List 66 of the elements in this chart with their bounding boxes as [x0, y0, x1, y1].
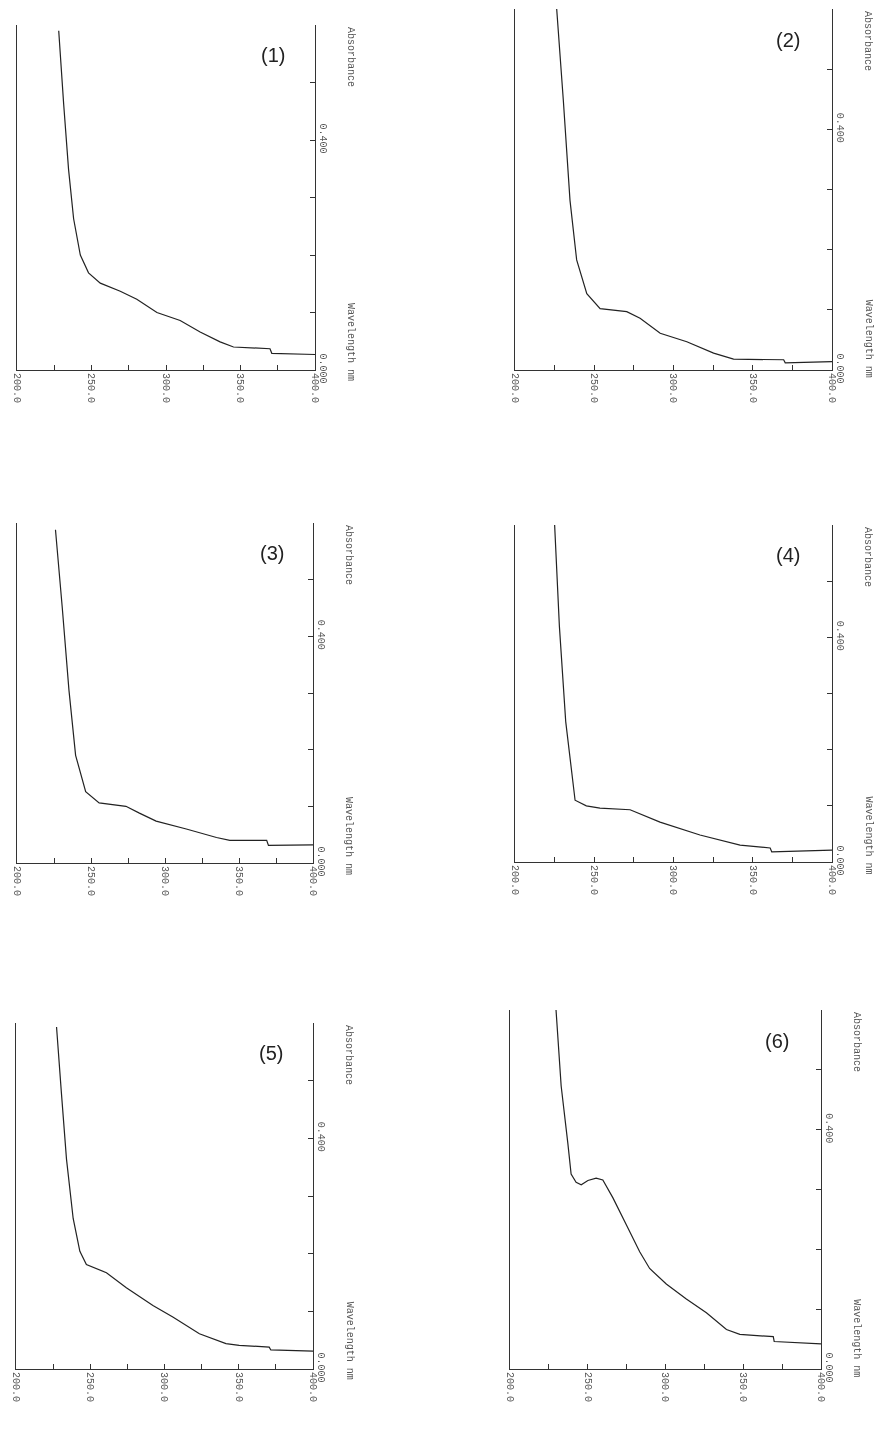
x-tick-label: 350.0 — [746, 373, 758, 404]
y-tick-label: 0.000 — [834, 353, 845, 384]
text: (1) — [261, 44, 286, 66]
x-tick-label: 400.0 — [814, 1372, 826, 1403]
x-tick-label: 200.0 — [508, 865, 520, 896]
line-series — [555, 1010, 821, 1345]
y-tick-label: 0.400 — [315, 619, 326, 650]
x-tick-label: 350.0 — [737, 1372, 748, 1403]
x-tick-label: 200.0 — [10, 866, 22, 897]
x-tick-label: 400.0 — [825, 865, 837, 896]
y-tick-label: 0.000 — [823, 1352, 834, 1383]
y-axis-title: Absorbance — [862, 527, 873, 588]
x-tick-label: 350.0 — [234, 373, 246, 404]
y-tick-label: 0.400 — [823, 1113, 834, 1144]
line-series — [556, 9, 832, 364]
y-axis-title: Absorbance — [343, 1025, 354, 1086]
line-series — [55, 1026, 313, 1352]
y-tick-label: 0.400 — [834, 112, 845, 143]
x-tick-label: 200.0 — [508, 373, 520, 404]
y-tick-label: 0.000 — [315, 1352, 326, 1383]
x-tick-label: 300.0 — [159, 373, 171, 404]
line-series — [58, 30, 315, 356]
text: Wavelength nm — [343, 797, 354, 876]
x-tick-label: 250.0 — [588, 865, 599, 896]
y-tick-label: 0.400 — [317, 123, 328, 154]
x-tick-label: 300.0 — [158, 866, 170, 897]
x-tick-label: 200.0 — [10, 373, 22, 404]
x-tick-label: 250.0 — [581, 1372, 593, 1403]
x-tick-label: 250.0 — [84, 866, 96, 897]
x-tick-label: 300.0 — [158, 1372, 170, 1403]
x-tick-label: 250.0 — [85, 373, 97, 404]
line-series — [54, 529, 313, 847]
x-tick-label: 400.0 — [306, 1372, 318, 1403]
x-tick-label: 300.0 — [667, 865, 679, 896]
text: Wavelength nm — [343, 1301, 355, 1380]
x-tick-label: 250.0 — [588, 373, 599, 404]
text: Wavelength nm — [862, 796, 874, 875]
x-tick-label: 250.0 — [84, 1372, 95, 1403]
x-tick-label: 200.0 — [503, 1372, 515, 1403]
x-tick-label: 350.0 — [746, 865, 758, 896]
x-tick-label: 200.0 — [9, 1372, 21, 1403]
y-tick-label: 0.400 — [834, 620, 845, 651]
text: (6) — [765, 1030, 790, 1052]
x-tick-label: 350.0 — [232, 866, 244, 897]
text: Wavelength nm — [345, 303, 356, 382]
x-tick-label: 300.0 — [659, 1372, 671, 1403]
x-tick-label: 300.0 — [667, 373, 679, 404]
line-series — [554, 525, 832, 853]
text: (5) — [259, 1042, 284, 1064]
x-tick-label: 400.0 — [308, 373, 320, 404]
text: Wavelength nm — [851, 1299, 863, 1378]
y-axis-title: Absorbance — [862, 11, 873, 72]
y-tick-label: 0.000 — [317, 353, 328, 384]
text: (2) — [776, 29, 801, 51]
y-axis-title: Absorbance — [343, 525, 354, 586]
y-tick-label: 0.000 — [315, 846, 326, 877]
text: (3) — [260, 542, 285, 564]
x-tick-label: 350.0 — [232, 1372, 244, 1403]
text: Wavelength nm — [862, 299, 874, 378]
x-tick-label: 400.0 — [306, 866, 318, 897]
text: (4) — [776, 544, 801, 566]
y-axis-title: Absorbance — [345, 27, 356, 88]
y-tick-label: 0.000 — [834, 845, 845, 876]
y-axis-title: Absorbance — [851, 1012, 862, 1073]
x-tick-label: 400.0 — [825, 373, 837, 404]
y-tick-label: 0.400 — [315, 1121, 326, 1152]
